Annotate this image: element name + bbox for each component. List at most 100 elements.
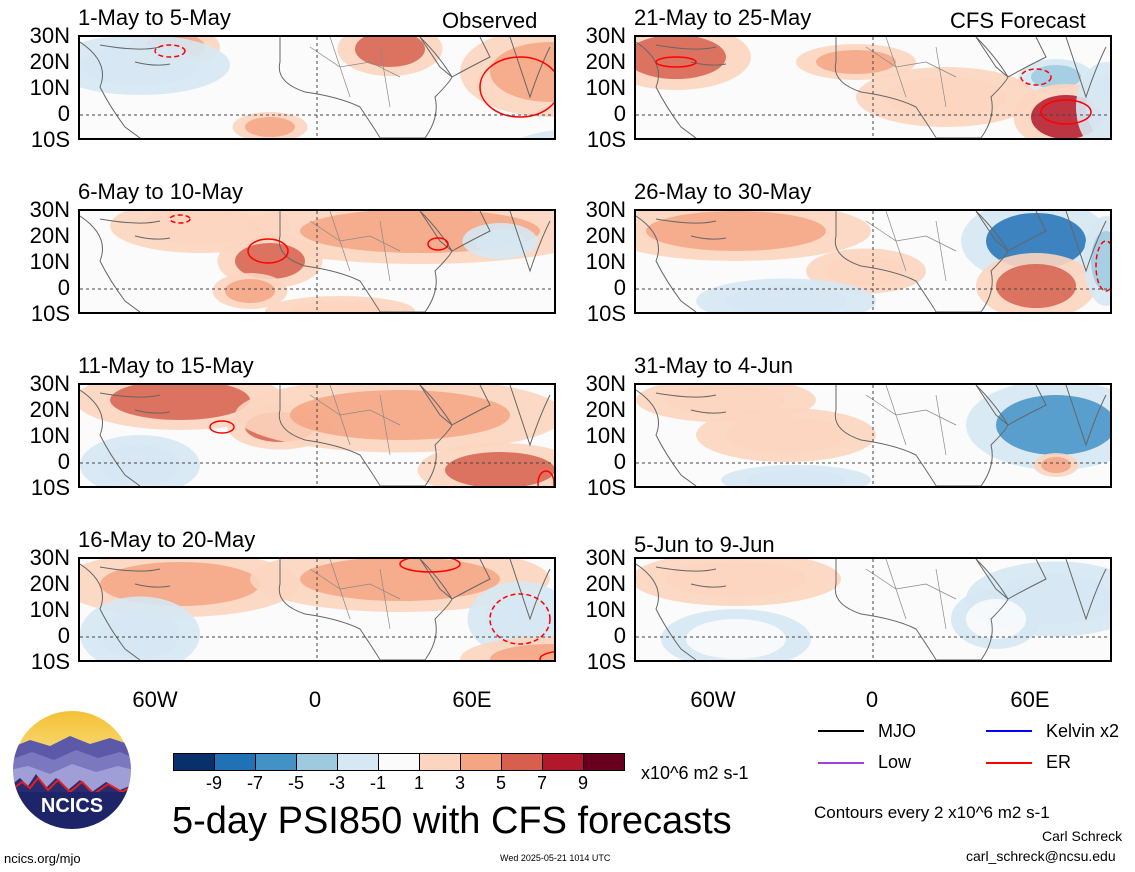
coastline-africa [278,37,453,138]
anomaly-core [636,37,726,79]
anomaly-core [726,286,846,312]
anomaly-core [100,445,180,485]
country-borders [865,385,957,456]
coastline-americas [80,41,141,138]
ncics-logo[interactable]: NCICS [10,708,134,832]
anomaly-core [686,619,786,659]
panel-title: 5-Jun to 9-Jun [634,532,775,557]
panel-title: 6-May to 10-May [78,179,244,204]
er-contour [489,593,551,645]
legend-swatch-kelvin [986,730,1032,732]
map-panel [634,557,1112,662]
y-tick-label: 10S [30,475,70,500]
x-tick-label: 60W [690,687,736,712]
colorbar-swatch [296,753,338,771]
coastline-americas [636,41,697,138]
anomaly-core [100,562,260,606]
coastline-arabia [975,37,1047,78]
er-contour [1040,99,1092,125]
x-tick-label: 0 [308,687,322,712]
coastline-americas [636,389,697,486]
panel-title: 11-May to 15-May [78,353,254,378]
coastline-caribbean [655,392,727,414]
anomaly-core [996,264,1076,308]
y-tick-label: 30N [29,371,70,396]
er-contour [1095,240,1110,292]
legend-swatch-low [818,762,864,764]
map-canvas [636,211,1110,312]
anomaly-core [996,395,1110,455]
coastline-arabia [419,385,491,426]
coastline-arabia [975,211,1047,252]
y-tick-label: 20N [585,397,626,422]
er-contour [655,56,697,68]
y-tick-label: 30N [585,371,626,396]
anomaly-core [475,229,525,253]
logo-text: NCICS [41,795,103,817]
author-email[interactable]: carl_schreck@ncsu.edu [966,848,1116,864]
anomaly-core [1031,65,1081,89]
y-tick-label: 20N [29,49,70,74]
map-panel [634,383,1112,488]
y-tick-label: 0 [613,275,626,300]
y-tick-label: 10N [29,75,70,100]
colorbar-label: 5 [495,773,506,793]
colorbar-swatch [460,753,502,771]
colorbar-swatch [337,753,379,771]
map-panel [78,209,556,314]
colorbar-swatch [419,753,461,771]
y-tick-label: 10N [585,597,626,622]
y-tick-label: 20N [29,571,70,596]
y-tick-label: 0 [57,623,70,648]
timestamp: Wed 2025-05-21 1014 UTC [500,853,611,863]
anomaly-core [355,37,425,67]
main-title: 5-day PSI850 with CFS forecasts [172,800,732,842]
coastline-arabia [975,385,1047,426]
legend-swatch-mjo [818,730,864,732]
y-tick-label: 30N [585,23,626,48]
anomaly-core [966,599,1026,639]
y-tick-label: 10S [586,301,626,326]
country-borders [865,211,957,282]
site-link[interactable]: ncics.org/mjo [4,851,81,866]
map-panel [78,383,556,488]
y-tick-label: 10S [30,301,70,326]
coastline-americas [80,215,141,312]
panel-title: 16-May to 20-May [78,527,256,552]
legend-label-er: ER [1046,752,1072,772]
y-tick-label: 20N [585,223,626,248]
colorbar-label: 1 [413,773,424,793]
legend-label-low: Low [878,752,912,772]
er-contour [154,44,186,58]
coastline-india [1065,385,1107,447]
map-canvas [80,37,554,138]
map-canvas [636,385,1110,486]
anomaly-core [1041,457,1071,473]
anomaly-core [826,256,906,286]
y-tick-label: 10N [29,249,70,274]
coastline-africa [834,559,1009,660]
anomaly-core [886,77,1006,117]
anomaly-core [816,50,896,74]
anomaly-core [485,594,554,644]
coastline-americas [636,563,697,660]
country-borders [309,559,401,630]
panel-tag-forecast: CFS Forecast [950,8,1086,33]
coastline-africa [278,385,453,486]
y-tick-label: 30N [29,23,70,48]
y-tick-label: 20N [585,49,626,74]
coastline-arabia [419,37,491,78]
y-tick-label: 10S [586,475,626,500]
map-canvas [80,559,554,660]
anomaly-core [666,385,786,415]
legend-swatch-er [986,762,1032,764]
y-tick-label: 0 [613,449,626,474]
legend-label-mjo: MJO [878,721,916,741]
colorbar-label: 3 [454,773,465,793]
coastline-africa [278,211,453,312]
coastline-india [1065,211,1107,273]
coastline-india [509,37,551,99]
colorbar-swatch [501,753,543,771]
y-tick-label: 10N [585,423,626,448]
er-contour [169,214,191,224]
